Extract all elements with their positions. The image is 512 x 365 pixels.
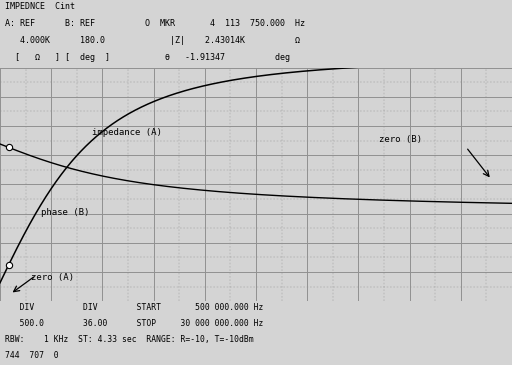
Text: 744  707  0: 744 707 0 — [5, 351, 59, 360]
Text: 4.000K      180.0             |Z|    2.43014K          Ω: 4.000K 180.0 |Z| 2.43014K Ω — [5, 36, 300, 45]
Text: RBW:    1 KHz  ST: 4.33 sec  RANGE: R=-10, T=-10dBm: RBW: 1 KHz ST: 4.33 sec RANGE: R=-10, T=… — [5, 335, 254, 344]
Text: zero (B): zero (B) — [379, 135, 422, 144]
Text: zero (A): zero (A) — [31, 273, 74, 282]
Text: [   Ω   ] [  deg  ]           θ   -1.91347          deg: [ Ω ] [ deg ] θ -1.91347 deg — [5, 53, 290, 62]
Text: DIV          DIV        START       500 000.000 Hz: DIV DIV START 500 000.000 Hz — [5, 303, 264, 312]
Text: 500.0        36.00      STOP     30 000 000.000 Hz: 500.0 36.00 STOP 30 000 000.000 Hz — [5, 319, 264, 328]
Text: A: REF      B: REF          O  MKR       4  113  750.000  Hz: A: REF B: REF O MKR 4 113 750.000 Hz — [5, 19, 305, 28]
Text: IMPEDNCE  Cint: IMPEDNCE Cint — [5, 2, 75, 11]
Text: phase (B): phase (B) — [41, 208, 89, 217]
Text: impedance (A): impedance (A) — [92, 128, 162, 137]
